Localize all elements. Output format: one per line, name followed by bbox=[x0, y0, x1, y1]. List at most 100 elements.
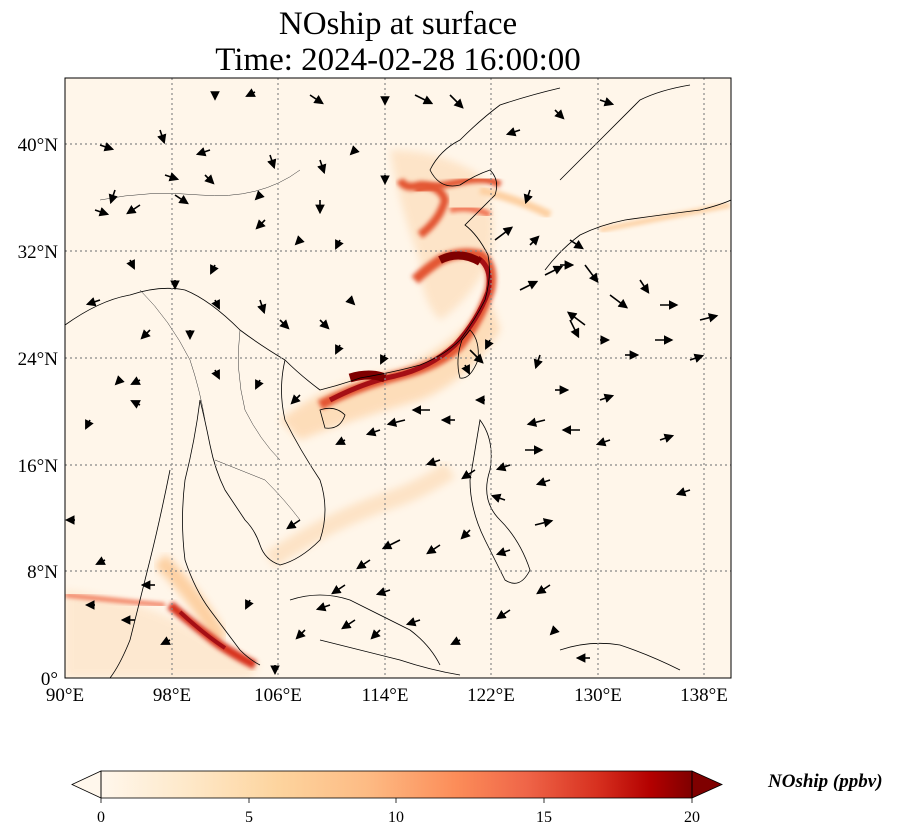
wind-arrow bbox=[544, 265, 564, 276]
y-axis-ticks: 40°N 32°N 24°N 16°N 8°N 0° bbox=[18, 135, 59, 690]
map-frame bbox=[64, 77, 732, 679]
colorbar-gradient bbox=[101, 771, 692, 798]
colorbar-tick-5: 5 bbox=[245, 809, 253, 826]
wind-arrow bbox=[526, 417, 546, 427]
wind-arrow bbox=[211, 299, 220, 310]
colorbar-tick-10: 10 bbox=[388, 809, 404, 826]
colorbar: 0 5 10 15 20 bbox=[71, 770, 723, 826]
colorbar-extend-low bbox=[71, 770, 102, 799]
wind-arrow bbox=[449, 94, 464, 109]
wind-arrow bbox=[414, 94, 434, 105]
wind-arrow bbox=[315, 602, 331, 612]
wind-arrow bbox=[595, 437, 611, 447]
wind-arrow bbox=[349, 145, 360, 156]
x-tick-130E: 130°E bbox=[574, 685, 622, 706]
wind-arrow bbox=[549, 625, 560, 636]
wind-arrow bbox=[157, 129, 167, 145]
wind-arrow bbox=[659, 433, 675, 443]
x-tick-114E: 114°E bbox=[362, 685, 409, 706]
wind-arrow bbox=[609, 294, 629, 309]
wind-arrow bbox=[255, 379, 264, 390]
wind-arrow bbox=[569, 239, 584, 250]
wind-arrow bbox=[554, 109, 565, 120]
wind-arrow bbox=[164, 172, 180, 182]
wind-vectors bbox=[64, 88, 719, 676]
wind-arrow bbox=[126, 204, 141, 215]
wind-arrow bbox=[386, 417, 406, 427]
wind-arrow bbox=[469, 349, 484, 364]
wind-arrow bbox=[95, 556, 106, 565]
colorbar-label: NOship (ppbv) bbox=[768, 771, 883, 792]
wind-arrow bbox=[295, 629, 306, 640]
wind-arrow bbox=[130, 400, 141, 409]
wind-arrow bbox=[485, 339, 494, 350]
y-tick-40N: 40°N bbox=[18, 135, 59, 156]
wind-arrow bbox=[495, 462, 511, 472]
wind-arrow bbox=[335, 344, 344, 355]
wind-arrow bbox=[529, 235, 540, 246]
wind-arrow bbox=[450, 636, 461, 645]
wind-arrow bbox=[335, 436, 346, 445]
wind-arrow bbox=[536, 584, 551, 595]
wind-arrow bbox=[375, 587, 391, 597]
wind-arrow bbox=[130, 376, 141, 385]
wind-arrow bbox=[245, 599, 254, 610]
wind-arrow bbox=[490, 493, 506, 503]
wind-arrow bbox=[286, 519, 301, 530]
colorbar-tick-0: 0 bbox=[97, 809, 105, 826]
wind-arrow bbox=[294, 235, 305, 246]
wind-arrow bbox=[211, 369, 220, 380]
wind-arrow bbox=[254, 190, 265, 201]
wind-arrow bbox=[174, 194, 189, 205]
wind-arrow bbox=[569, 319, 580, 339]
wind-arrow bbox=[245, 88, 256, 97]
wind-arrow bbox=[370, 629, 381, 640]
wind-arrow bbox=[381, 539, 401, 550]
wind-arrow bbox=[210, 264, 219, 275]
wind-arrow bbox=[356, 559, 371, 570]
colorbar-extend-high bbox=[691, 770, 723, 799]
wind-arrow bbox=[599, 393, 615, 403]
map-title: NOship at surface bbox=[278, 6, 518, 42]
map-subtitle-time: Time: 2024-02-28 16:00:00 bbox=[215, 42, 581, 78]
wind-arrow bbox=[319, 319, 330, 330]
y-tick-16N: 16°N bbox=[18, 456, 59, 477]
wind-arrow bbox=[140, 329, 151, 340]
wind-arrow bbox=[290, 394, 301, 405]
wind-arrow bbox=[85, 419, 94, 430]
wind-arrow bbox=[535, 477, 551, 487]
wind-arrow bbox=[341, 619, 356, 630]
wind-arrow bbox=[495, 547, 511, 557]
wind-arrow bbox=[195, 147, 211, 157]
wind-arrow bbox=[85, 297, 101, 307]
wind-arrow bbox=[599, 97, 615, 107]
colorbar-tick-20: 20 bbox=[684, 809, 700, 826]
wind-arrow bbox=[365, 427, 381, 437]
coastlines bbox=[65, 84, 731, 678]
wind-arrow bbox=[108, 189, 118, 205]
y-tick-32N: 32°N bbox=[18, 242, 59, 263]
wind-arrow bbox=[426, 544, 441, 555]
wind-arrow bbox=[496, 609, 511, 620]
y-tick-24N: 24°N bbox=[18, 349, 59, 370]
y-tick-0: 0° bbox=[41, 669, 58, 690]
wind-arrow bbox=[494, 226, 514, 241]
wind-arrow bbox=[335, 239, 344, 250]
wind-arrow bbox=[99, 142, 115, 152]
wind-arrow bbox=[461, 364, 470, 375]
y-tick-8N: 8°N bbox=[27, 562, 58, 583]
wind-arrow bbox=[566, 311, 586, 326]
x-tick-106E: 106°E bbox=[254, 685, 302, 706]
x-tick-98E: 98°E bbox=[153, 685, 191, 706]
wind-arrow bbox=[204, 174, 215, 185]
wind-arrow bbox=[279, 319, 290, 330]
x-tick-122E: 122°E bbox=[467, 685, 515, 706]
wind-arrow bbox=[255, 219, 266, 230]
wind-arrow bbox=[584, 264, 599, 284]
wind-arrow bbox=[505, 127, 521, 137]
wind-arrow bbox=[160, 636, 171, 645]
wind-arrow bbox=[460, 529, 471, 540]
gridlines bbox=[65, 78, 731, 678]
wind-arrow bbox=[523, 189, 533, 205]
